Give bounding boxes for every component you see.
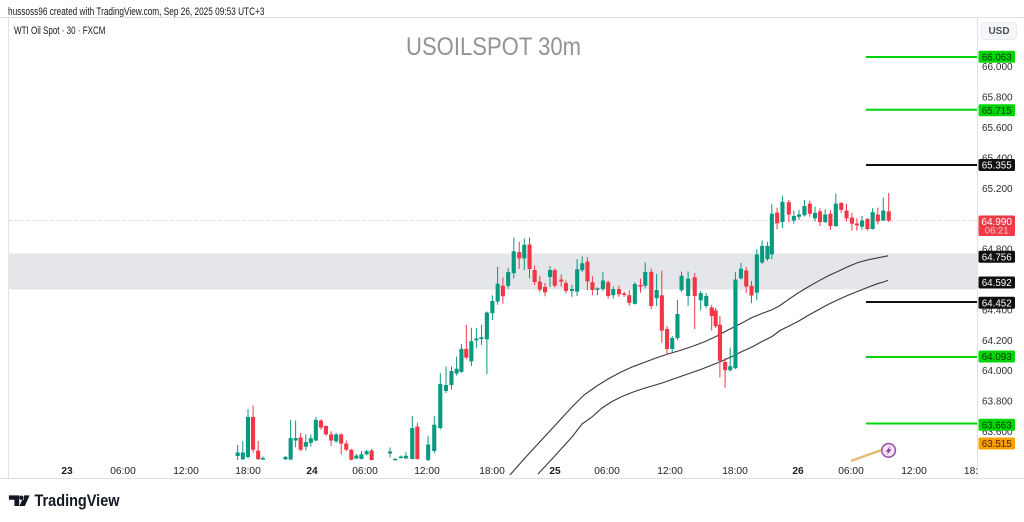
svg-text:24: 24 — [306, 466, 318, 477]
svg-text:12:00: 12:00 — [901, 466, 927, 477]
svg-text:64.990: 64.990 — [981, 217, 1012, 228]
svg-text:64.200: 64.200 — [982, 336, 1013, 347]
svg-text:18:00: 18:00 — [479, 466, 505, 477]
svg-text:64.452: 64.452 — [982, 298, 1012, 309]
svg-text:64.756: 64.756 — [982, 252, 1013, 263]
svg-text:65.400: 65.400 — [982, 153, 1013, 164]
svg-text:18:00: 18:00 — [235, 466, 261, 477]
svg-text:25: 25 — [549, 466, 561, 477]
svg-text:65.715: 65.715 — [982, 106, 1013, 117]
svg-text:06:00: 06:00 — [594, 466, 620, 477]
svg-text:64.400: 64.400 — [982, 305, 1013, 316]
svg-text:23: 23 — [61, 466, 73, 477]
svg-text:12:00: 12:00 — [414, 466, 440, 477]
svg-text:64.800: 64.800 — [982, 245, 1013, 256]
svg-text:65.800: 65.800 — [982, 93, 1013, 104]
svg-text:26: 26 — [792, 466, 804, 477]
svg-text:06:00: 06:00 — [838, 466, 864, 477]
svg-text:06:21: 06:21 — [985, 226, 1009, 237]
svg-text:USOILSPOT 30m: USOILSPOT 30m — [406, 33, 581, 61]
svg-text:66.000: 66.000 — [982, 62, 1013, 73]
svg-text:06:00: 06:00 — [110, 466, 136, 477]
svg-text:64.093: 64.093 — [982, 352, 1013, 363]
svg-text:USD: USD — [988, 26, 1009, 37]
svg-text:66.063: 66.063 — [982, 52, 1013, 63]
svg-text:63.800: 63.800 — [982, 397, 1013, 408]
svg-text:18:: 18: — [964, 466, 978, 477]
svg-text:12:00: 12:00 — [657, 466, 683, 477]
svg-text:06:00: 06:00 — [352, 466, 378, 477]
svg-text:63.600: 63.600 — [982, 427, 1013, 438]
svg-text:63.663: 63.663 — [982, 420, 1013, 431]
svg-text:64.000: 64.000 — [982, 366, 1013, 377]
svg-text:18:00: 18:00 — [722, 466, 748, 477]
svg-text:12:00: 12:00 — [173, 466, 199, 477]
svg-text:64.592: 64.592 — [982, 278, 1012, 289]
svg-text:63.515: 63.515 — [982, 439, 1013, 450]
svg-text:65.355: 65.355 — [982, 161, 1013, 172]
svg-text:65.600: 65.600 — [982, 123, 1013, 134]
svg-text:65.200: 65.200 — [982, 184, 1013, 195]
svg-text:TradingView: TradingView — [35, 492, 120, 510]
